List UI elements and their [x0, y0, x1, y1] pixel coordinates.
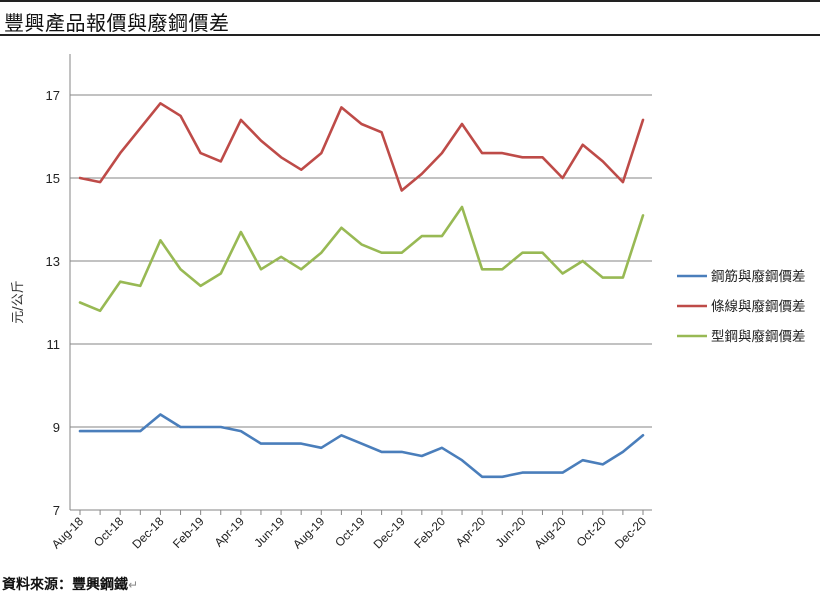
- y-tick-label: 15: [46, 171, 60, 186]
- source-text: 資料來源：豐興鋼鐵: [2, 577, 128, 593]
- y-axis-label: 元/公斤: [11, 280, 26, 323]
- source-note: 資料來源：豐興鋼鐵↵: [2, 574, 138, 594]
- header-bar: 豐興產品報價與廢鋼價差: [0, 0, 820, 36]
- series-line-1: [78, 101, 645, 192]
- x-tick-label: Oct-19: [332, 514, 368, 550]
- x-tick-label: Oct-18: [91, 514, 127, 550]
- x-tick-label: Oct-20: [574, 514, 610, 550]
- price-spread-chart: 7 9 11 13 15 17 Aug-18 Oct-18 Dec-18 Feb-19 Apr-19…: [11, 54, 806, 551]
- x-tick-label: Apr-20: [453, 514, 489, 550]
- legend-label: 型鋼與廢鋼價差: [711, 329, 806, 345]
- x-tick-label: Aug-19: [290, 514, 327, 551]
- x-tick-label: Apr-19: [212, 514, 248, 550]
- series-line-0: [78, 413, 645, 479]
- page-title: 豐興產品報價與廢鋼價差: [4, 11, 230, 35]
- x-tick-label: Aug-20: [531, 514, 568, 551]
- x-tick-label: Feb-19: [170, 514, 207, 551]
- x-tick-label: Dec-19: [371, 514, 408, 551]
- y-tick-label: 11: [47, 337, 61, 352]
- x-tick-label: Aug-18: [49, 514, 86, 551]
- legend-label: 鋼筋與廢鋼價差: [711, 268, 806, 285]
- x-tick-label: Feb-20: [411, 514, 448, 551]
- x-tick-label: Jun-19: [251, 514, 287, 550]
- x-tick-label: Dec-18: [129, 514, 166, 551]
- return-mark: ↵: [128, 578, 139, 592]
- y-tick-label: 17: [46, 88, 60, 103]
- y-tick-label: 7: [53, 503, 60, 518]
- legend-label: 條線與廢鋼價差: [711, 299, 806, 315]
- series-line-2: [78, 205, 645, 313]
- y-tick-label: 9: [53, 420, 60, 435]
- x-tick-label: Dec-20: [612, 514, 649, 551]
- y-tick-label: 13: [46, 254, 60, 269]
- x-tick-label: Jun-20: [493, 514, 529, 550]
